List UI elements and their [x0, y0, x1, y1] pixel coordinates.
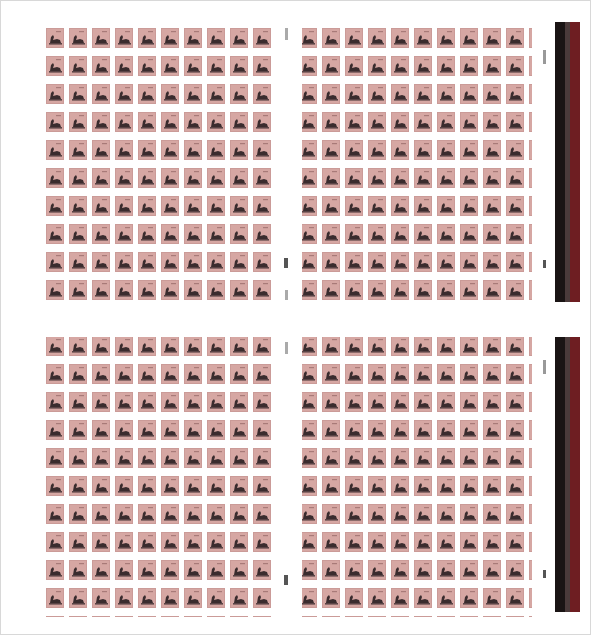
color-bar	[565, 337, 570, 612]
color-bar	[570, 337, 580, 612]
color-bar	[555, 337, 565, 612]
stamp-pane	[302, 337, 532, 617]
page: (() => { const data = JSON.parse(documen…	[0, 0, 591, 635]
stamp-pane	[302, 22, 532, 302]
stamp-pane	[42, 337, 272, 617]
color-bar	[570, 22, 580, 302]
stamp-pane	[42, 22, 272, 302]
color-bar	[555, 22, 565, 302]
color-bar	[565, 22, 570, 302]
stamp-sheet	[0, 0, 591, 635]
